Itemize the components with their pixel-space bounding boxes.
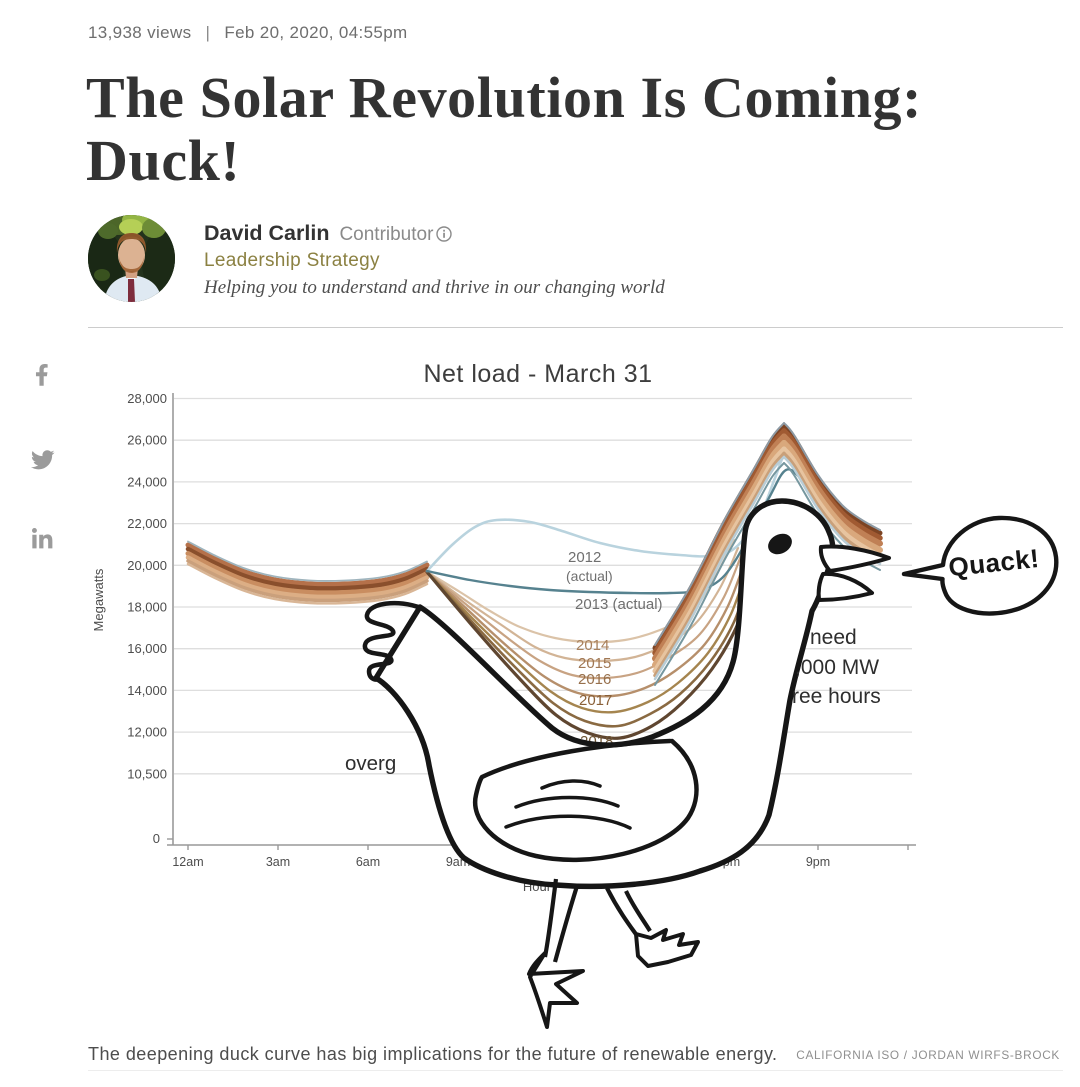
svg-text:3am: 3am <box>266 855 290 869</box>
svg-text:12,000: 12,000 <box>127 725 167 740</box>
svg-text:2017: 2017 <box>579 692 612 709</box>
svg-text:overg: overg <box>345 752 396 775</box>
svg-text:12am: 12am <box>172 855 203 869</box>
svg-text:16,000: 16,000 <box>127 641 167 656</box>
svg-text:2013 (actual): 2013 (actual) <box>575 596 663 613</box>
svg-text:Net load - March 31: Net load - March 31 <box>423 360 652 388</box>
svg-text:22,000: 22,000 <box>127 516 167 531</box>
svg-text:ree hours: ree hours <box>792 685 881 708</box>
svg-text:0: 0 <box>153 831 160 846</box>
svg-text:(actual): (actual) <box>566 568 613 584</box>
svg-text:need: need <box>810 626 857 649</box>
svg-text:18,000: 18,000 <box>127 600 167 615</box>
svg-text:2014: 2014 <box>576 637 609 654</box>
svg-text:28,000: 28,000 <box>127 391 167 406</box>
svg-text:20,000: 20,000 <box>127 558 167 573</box>
svg-text:Megawatts: Megawatts <box>91 568 106 631</box>
svg-text:10,500: 10,500 <box>127 766 167 781</box>
svg-text:26,000: 26,000 <box>127 433 167 448</box>
svg-text:6am: 6am <box>356 855 380 869</box>
svg-text:24,000: 24,000 <box>127 474 167 489</box>
svg-text:2012: 2012 <box>568 549 601 566</box>
svg-text:9pm: 9pm <box>806 855 830 869</box>
svg-text:2016: 2016 <box>578 671 611 688</box>
svg-text:2015: 2015 <box>578 655 611 672</box>
svg-text:14,000: 14,000 <box>127 683 167 698</box>
svg-text:,000 MW: ,000 MW <box>795 656 879 679</box>
